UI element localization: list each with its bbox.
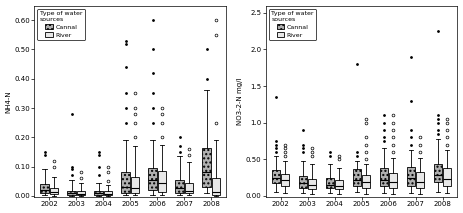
PathPatch shape [94,191,103,195]
PathPatch shape [407,167,415,186]
PathPatch shape [443,168,451,186]
PathPatch shape [104,191,112,195]
PathPatch shape [131,177,139,193]
Y-axis label: NH4-N: NH4-N [6,90,12,113]
PathPatch shape [68,191,75,195]
PathPatch shape [77,191,85,195]
Y-axis label: NO3-2-N mg/l: NO3-2-N mg/l [237,78,243,125]
PathPatch shape [326,178,334,189]
PathPatch shape [362,175,370,188]
PathPatch shape [416,172,424,188]
PathPatch shape [149,168,156,190]
PathPatch shape [202,148,211,187]
Legend: Cannal, River: Cannal, River [38,9,85,40]
PathPatch shape [50,189,58,194]
PathPatch shape [175,180,183,193]
Legend: Cannal, River: Cannal, River [269,9,316,40]
PathPatch shape [299,176,307,189]
PathPatch shape [380,168,388,186]
PathPatch shape [212,178,220,195]
PathPatch shape [389,173,397,188]
PathPatch shape [281,174,289,186]
PathPatch shape [434,164,442,182]
PathPatch shape [185,183,193,193]
PathPatch shape [157,171,166,192]
PathPatch shape [308,179,316,189]
PathPatch shape [353,169,361,186]
PathPatch shape [121,172,130,193]
PathPatch shape [335,180,343,189]
PathPatch shape [272,170,280,183]
PathPatch shape [40,184,49,193]
